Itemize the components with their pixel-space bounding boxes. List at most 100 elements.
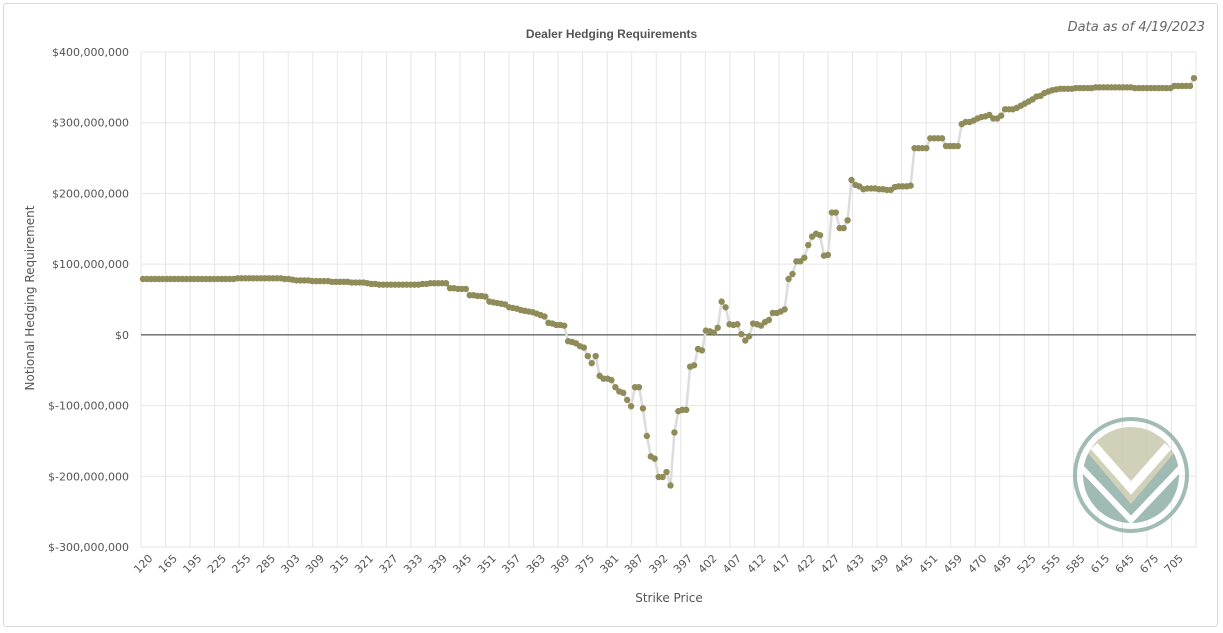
data-point	[816, 231, 824, 239]
data-point	[659, 473, 666, 481]
data-point	[848, 176, 855, 184]
data-point	[801, 254, 808, 261]
x-tick-label: 363	[524, 552, 548, 576]
x-tick-label: 351	[475, 552, 499, 576]
data-point	[663, 468, 670, 476]
x-tick-label: 422	[794, 552, 818, 576]
x-tick-label: 369	[548, 552, 572, 576]
x-tick-label: 381	[598, 552, 622, 576]
data-point	[651, 455, 658, 462]
x-tick-label: 615	[1088, 552, 1112, 576]
x-tick-label: 387	[622, 552, 646, 576]
data-point	[938, 135, 946, 142]
data-point	[698, 347, 706, 354]
data-point	[580, 344, 588, 351]
data-point	[781, 306, 788, 313]
data-point	[639, 405, 647, 412]
data-point	[482, 293, 489, 300]
data-point	[623, 396, 631, 404]
data-point	[805, 241, 812, 249]
data-point	[742, 337, 749, 344]
y-tick-label: $-200,000,000	[48, 470, 129, 483]
data-point	[620, 389, 627, 397]
data-point	[785, 275, 792, 283]
x-tick-label: 375	[573, 552, 597, 576]
data-point	[643, 432, 651, 440]
x-tick-label: 675	[1137, 552, 1161, 576]
x-tick-label: 195	[180, 552, 204, 576]
data-point	[635, 383, 643, 391]
x-tick-label: 315	[328, 552, 352, 576]
x-tick-label: 451	[916, 552, 940, 576]
data-point	[789, 270, 796, 278]
x-tick-label: 357	[499, 552, 523, 576]
x-axis-title: Strike Price	[635, 591, 703, 605]
x-tick-label: 525	[1015, 552, 1039, 576]
data-point	[1186, 82, 1194, 90]
x-tick-label: 585	[1064, 552, 1088, 576]
y-tick-label: $-300,000,000	[48, 541, 129, 554]
data-point	[541, 313, 548, 320]
data-point	[840, 224, 847, 232]
x-tick-label: 439	[867, 552, 891, 576]
x-tick-label: 417	[769, 552, 793, 576]
x-axis: 120 165 195 225 255 285 303 309 315 321 327 333 339 3…	[131, 552, 1186, 576]
y-axis: $400,000,000 $300,000,000 $200,000,000 $100…	[48, 46, 129, 554]
data-point	[560, 322, 568, 329]
data-point	[722, 304, 729, 311]
data-point	[832, 209, 839, 216]
data-point	[844, 217, 851, 224]
x-tick-label: 555	[1039, 552, 1063, 576]
x-tick-label: 285	[254, 552, 278, 576]
data-point	[765, 316, 773, 324]
y-tick-label: $300,000,000	[52, 117, 129, 130]
x-tick-label: 407	[720, 552, 744, 576]
y-tick-label: $400,000,000	[52, 46, 129, 59]
x-tick-label: 645	[1113, 552, 1137, 576]
data-point	[824, 251, 832, 259]
data-point	[714, 324, 721, 331]
x-tick-label: 303	[279, 552, 303, 576]
data-point	[1190, 74, 1198, 82]
x-tick-label: 255	[229, 552, 253, 576]
x-tick-label: 470	[966, 552, 990, 576]
y-tick-label: $0	[115, 329, 129, 342]
x-tick-label: 120	[131, 552, 155, 576]
x-tick-label: 445	[892, 552, 916, 576]
data-point	[690, 362, 698, 369]
data-date-subtitle: Data as of 4/19/2023	[1067, 20, 1205, 35]
x-tick-label: 392	[647, 552, 671, 576]
y-axis-title: Notional Hedging Requirement	[23, 205, 37, 390]
x-tick-label: 309	[303, 552, 327, 576]
series-points	[139, 74, 1198, 489]
data-point	[627, 403, 635, 410]
data-point	[667, 482, 674, 489]
x-tick-label: 495	[990, 552, 1014, 576]
data-point	[608, 376, 615, 384]
data-point	[612, 383, 619, 391]
data-point	[745, 333, 753, 340]
y-tick-label: $100,000,000	[52, 258, 129, 271]
y-tick-label: $-100,000,000	[48, 400, 129, 413]
data-point	[592, 352, 599, 360]
x-tick-label: 459	[941, 552, 965, 576]
data-point	[954, 142, 962, 150]
data-point	[462, 285, 469, 293]
y-tick-label: $200,000,000	[52, 187, 129, 200]
x-tick-label: 327	[377, 552, 401, 576]
data-point	[584, 352, 592, 360]
x-tick-label: 333	[401, 552, 425, 576]
data-point	[923, 144, 930, 152]
data-point	[718, 298, 725, 305]
data-point	[738, 330, 745, 338]
v-logo-icon	[1073, 417, 1189, 533]
data-point	[710, 329, 717, 336]
x-tick-label: 427	[818, 552, 842, 576]
x-tick-label: 705	[1162, 552, 1186, 576]
x-tick-label: 397	[671, 552, 695, 576]
x-tick-label: 412	[745, 552, 769, 576]
x-tick-label: 402	[696, 552, 720, 576]
data-point	[671, 429, 678, 436]
x-tick-label: 345	[450, 552, 474, 576]
